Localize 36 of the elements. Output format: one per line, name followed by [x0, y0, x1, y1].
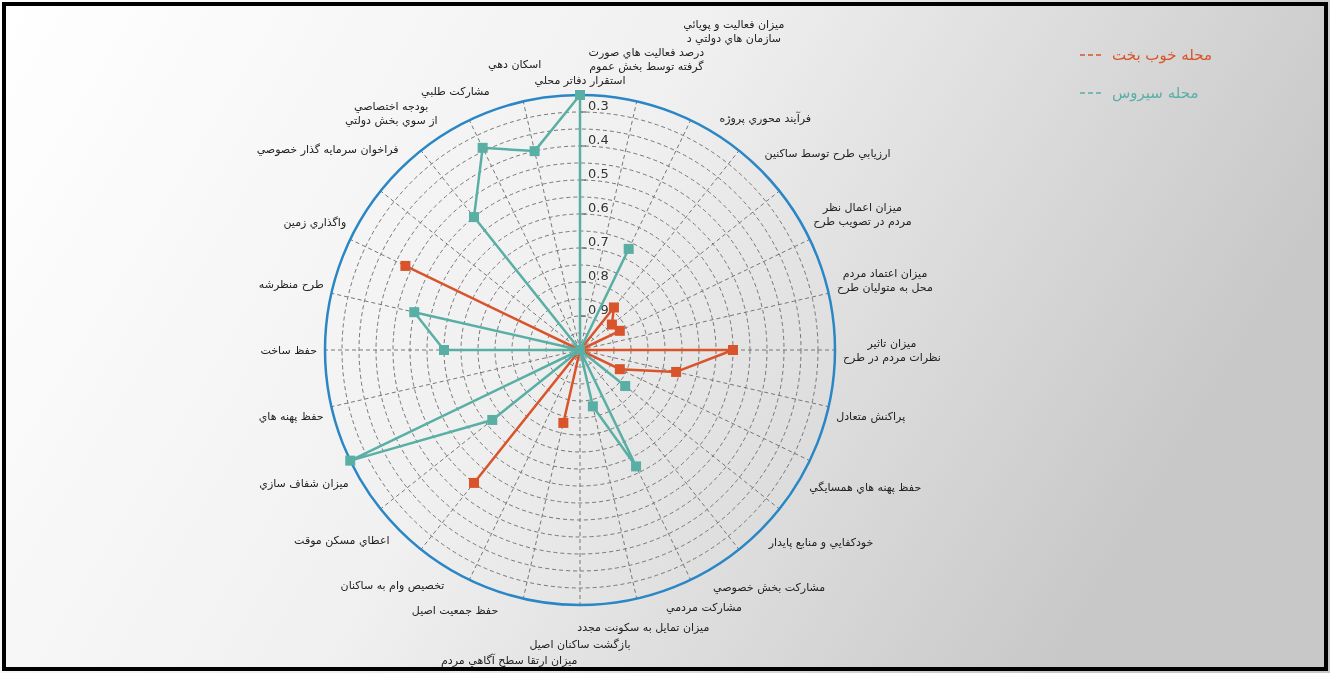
spoke-label: حفظ جمعيت اصيل: [411, 603, 499, 617]
spoke-label: مشاركت طلبي: [420, 85, 490, 99]
spoke-label: بودجه اختصاصي از سوي بخش دولتي: [344, 100, 438, 128]
spoke-label: ارزيابي طرح توسط ساكنين: [764, 146, 891, 160]
spoke-label: درصد فعاليت هاي صورت گرفته توسط بخش عموم: [588, 45, 705, 73]
spoke-label: مشاركت مردمي: [666, 601, 742, 615]
legend-label: محله سيروس: [1112, 84, 1199, 102]
legend-label: محله خوب بخت: [1112, 46, 1212, 64]
y-tick-label: 0.8: [588, 268, 609, 283]
spoke-label: حفظ پهنه هاي همسايگي: [809, 481, 922, 495]
spoke-label: طرح منظرشه: [258, 278, 324, 292]
spoke-label: واگذاري زمين: [283, 216, 347, 230]
spoke-label: اسكان دهي: [488, 57, 542, 71]
spoke-label: اعطاي مسكن موقت: [294, 533, 390, 547]
y-tick-label: 0.6: [588, 200, 609, 215]
spoke-label: خودكفايي و منابع پايدار: [767, 536, 874, 550]
spoke-label: فراخوان سرمايه گذار خصوصي: [256, 142, 399, 156]
spoke-label: مشاركت بخش خصوصي: [713, 581, 826, 595]
spoke-label: ميزان ارتقا سطح آگاهي مردم: [441, 653, 578, 668]
spoke-label: ميزان اعمال نظر مردم در تصويب طرح: [813, 200, 912, 228]
spoke-label: تخصيص وام به ساكنان: [340, 579, 445, 593]
spoke-label: بازگشت ساكنان اصيل: [529, 638, 631, 651]
spoke-label: حفظ ساخت: [260, 344, 317, 357]
y-tick-label: 0.4: [588, 132, 609, 147]
spoke-label: ميزان تاثير نظرات مردم در طرح: [843, 337, 941, 364]
y-tick-label: 0.5: [588, 166, 609, 181]
y-tick-label: 0.3: [588, 98, 609, 113]
y-tick-label: 0.7: [588, 234, 609, 249]
spoke-label: فرآيند محوري پروژه: [719, 110, 812, 125]
spoke-label: ميزان فعاليت و پويائي سازمان هاي دولتي د: [683, 17, 785, 45]
spoke-label: حفظ پهنه هاي: [258, 409, 324, 423]
spoke-label: پراكنش متعادل: [836, 410, 906, 424]
spoke-label: ميزان تمايل به سكونت مجدد: [577, 621, 710, 635]
spoke-label: ميزان اعتماد مردم محل به متوليان طرح: [837, 267, 933, 295]
spoke-label: ميزان شفاف سازي: [259, 476, 349, 490]
spoke-label: استقرار دفاتر محلي: [534, 74, 626, 87]
